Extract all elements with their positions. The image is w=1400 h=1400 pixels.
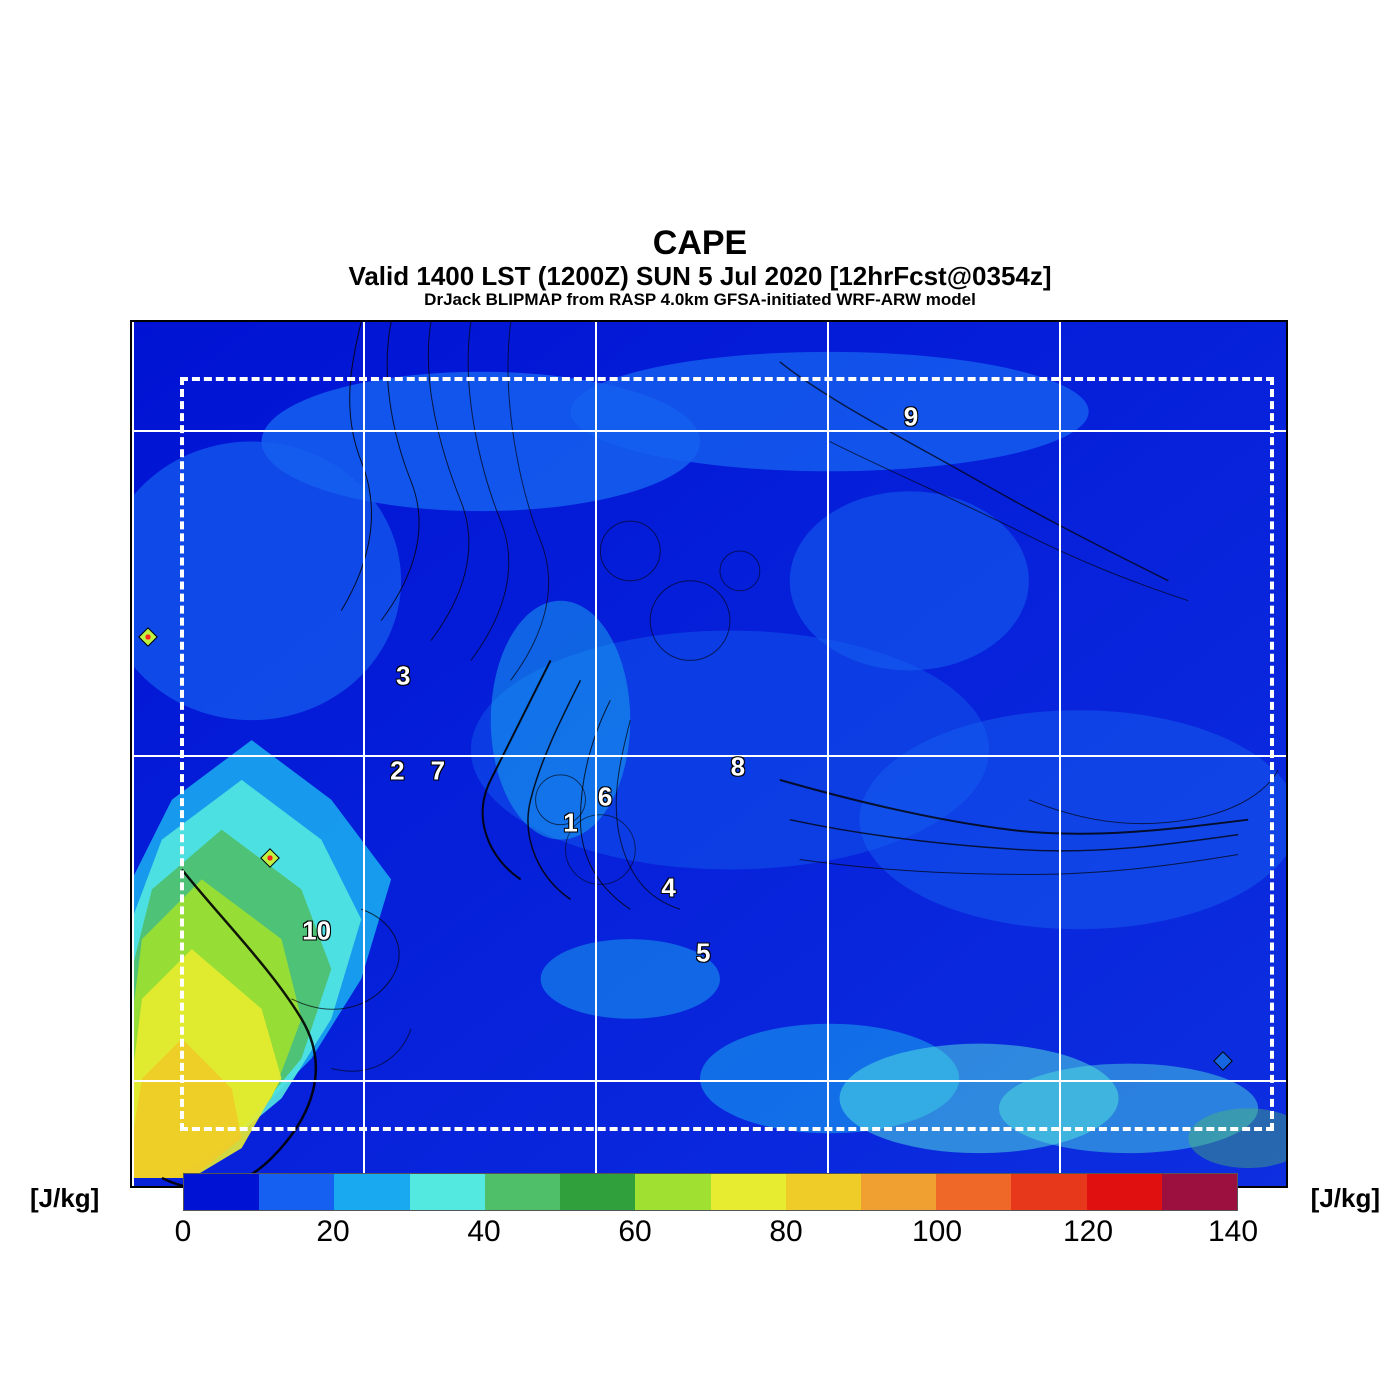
title-block: CAPE Valid 1400 LST (1200Z) SUN 5 Jul 20… xyxy=(0,226,1400,311)
colorbar-seg-4 xyxy=(485,1174,560,1210)
colorbar-tick-100: 100 xyxy=(912,1215,962,1249)
colorbar-tick-120: 120 xyxy=(1063,1215,1113,1249)
colorbar-unit-label-left: [J/kg] xyxy=(30,1183,99,1214)
cape-map-page: CAPE Valid 1400 LST (1200Z) SUN 5 Jul 20… xyxy=(0,0,1400,1400)
gridline-lon-19e xyxy=(363,322,365,1186)
colorbar-unit-label-right: [J/kg] xyxy=(1311,1183,1380,1214)
gridline-lat-34s xyxy=(132,1080,1286,1082)
colorbar-seg-0 xyxy=(184,1174,259,1210)
chart-title: CAPE xyxy=(0,226,1400,262)
chart-subtitle2: DrJack BLIPMAP from RASP 4.0km GFSA-init… xyxy=(0,290,1400,310)
colorbar-seg-2 xyxy=(334,1174,409,1210)
gridline-lon-18e xyxy=(132,322,134,1186)
map-point-label-1[interactable]: 1 xyxy=(563,808,577,839)
colorbar-seg-1 xyxy=(259,1174,334,1210)
colorbar-tick-140: 140 xyxy=(1208,1215,1258,1249)
colorbar-tick-0: 0 xyxy=(175,1215,192,1249)
colorbar-section: [J/kg] [J/kg] 0 20 40 60 80 100 120 xyxy=(0,1163,1400,1283)
map-point-label-6[interactable]: 6 xyxy=(598,782,612,813)
colorbar-tick-20: 20 xyxy=(316,1215,349,1249)
colorbar-tick-60: 60 xyxy=(618,1215,651,1249)
gridline-lon-20e xyxy=(595,322,597,1186)
map-point-label-3[interactable]: 3 xyxy=(396,661,410,692)
colorbar-seg-9 xyxy=(861,1174,936,1210)
map-point-label-10[interactable]: 10 xyxy=(302,916,331,947)
map-point-label-8[interactable]: 8 xyxy=(731,751,745,782)
colorbar-seg-13 xyxy=(1162,1174,1237,1210)
colorbar-seg-5 xyxy=(560,1174,635,1210)
colorbar-seg-10 xyxy=(936,1174,1011,1210)
map-point-label-2[interactable]: 2 xyxy=(390,756,404,787)
gridline-lat-33s xyxy=(132,755,1286,757)
colorbar-seg-7 xyxy=(711,1174,786,1210)
map-point-label-5[interactable]: 5 xyxy=(696,937,710,968)
map-point-label-4[interactable]: 4 xyxy=(661,872,675,903)
map-plot-area[interactable]: 1 2 3 4 5 6 7 8 9 10 18E 19E 20E 21E 22E… xyxy=(130,320,1288,1188)
colorbar-tick-80: 80 xyxy=(769,1215,802,1249)
colorbar-seg-8 xyxy=(786,1174,861,1210)
gridline-lon-22e xyxy=(1059,322,1061,1186)
colorbar-seg-6 xyxy=(635,1174,710,1210)
colorbar-seg-3 xyxy=(410,1174,485,1210)
cape-field-raster xyxy=(132,322,1286,1186)
map-point-label-9[interactable]: 9 xyxy=(904,402,918,433)
chart-subtitle: Valid 1400 LST (1200Z) SUN 5 Jul 2020 [1… xyxy=(0,262,1400,291)
colorbar-gradient[interactable] xyxy=(183,1173,1238,1211)
colorbar-tick-40: 40 xyxy=(467,1215,500,1249)
gridline-lat-32s xyxy=(132,430,1286,432)
colorbar-tick-container: 0 20 40 60 80 100 120 140 xyxy=(183,1215,1238,1255)
colorbar-seg-12 xyxy=(1087,1174,1162,1210)
gridline-lon-21e xyxy=(827,322,829,1186)
colorbar-seg-11 xyxy=(1011,1174,1086,1210)
map-point-label-7[interactable]: 7 xyxy=(431,756,445,787)
